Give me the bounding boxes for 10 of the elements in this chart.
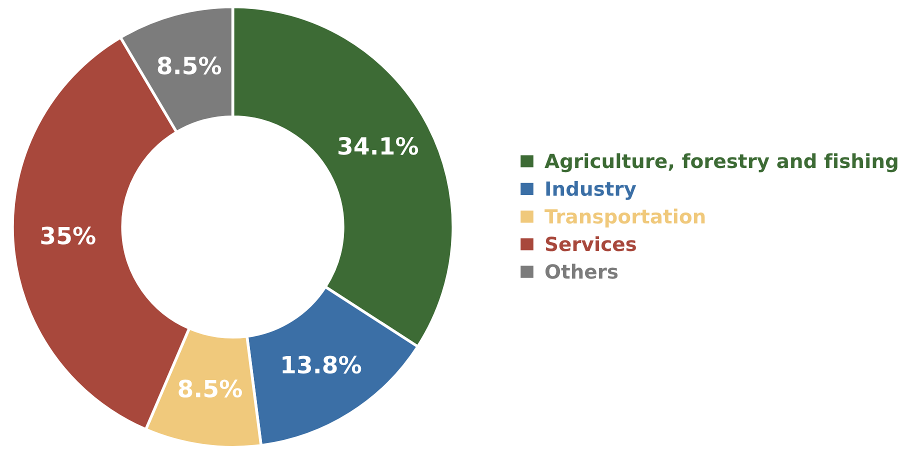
- data-label: 35%: [41, 226, 96, 244]
- legend-label: Agriculture, forestry and fishing: [544, 153, 898, 172]
- legend-label: Others: [545, 264, 618, 279]
- data-label: 8.5%: [158, 56, 222, 74]
- legend-label: Industry: [546, 180, 636, 200]
- legend-label: Services: [546, 236, 636, 252]
- legend-label: Transportation: [544, 208, 705, 228]
- data-label: 13.8%: [282, 356, 362, 374]
- data-label: 34.1%: [338, 136, 418, 155]
- data-label: 8.5%: [178, 380, 242, 398]
